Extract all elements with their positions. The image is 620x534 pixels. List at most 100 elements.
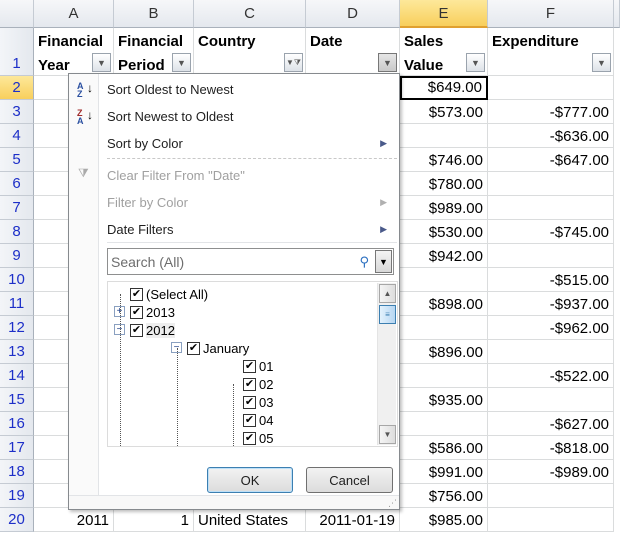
checkbox[interactable]: ✔ bbox=[243, 395, 256, 409]
cell-e5[interactable]: $746.00 bbox=[400, 148, 488, 172]
filter-dropdown-button[interactable]: ▼ bbox=[592, 53, 611, 72]
cell-e7[interactable]: $989.00 bbox=[400, 196, 488, 220]
menu-item-sort-oldest-newest[interactable]: Sort Oldest to Newest bbox=[107, 81, 234, 97]
tree-scrollbar[interactable]: ▲ ≡ ▼ bbox=[377, 283, 396, 445]
filter-dropdown-button[interactable]: ▼ bbox=[466, 53, 485, 72]
filter-dropdown-button[interactable]: ▼ bbox=[92, 53, 111, 72]
cell-f18[interactable]: -$989.00 bbox=[488, 460, 614, 484]
checkbox[interactable]: ✔ bbox=[243, 377, 256, 391]
row-header-19[interactable]: 19 bbox=[0, 484, 34, 508]
cell-f6[interactable] bbox=[488, 172, 614, 196]
search-dropdown-button[interactable]: ▼ bbox=[375, 250, 392, 273]
tree-item[interactable]: ✔ 2012 bbox=[130, 321, 175, 339]
cell-e16[interactable] bbox=[400, 412, 488, 436]
cell-f2[interactable] bbox=[488, 76, 614, 100]
column-header-d[interactable]: D bbox=[306, 0, 400, 28]
cell-a20[interactable]: 2011 bbox=[34, 508, 114, 532]
menu-item-clear-filter[interactable]: Clear Filter From "Date" bbox=[107, 167, 245, 183]
row-header-3[interactable]: 3 bbox=[0, 100, 34, 124]
cancel-button[interactable]: Cancel bbox=[306, 467, 393, 493]
cell-f11[interactable]: -$937.00 bbox=[488, 292, 614, 316]
cell-f20[interactable] bbox=[488, 508, 614, 532]
row-header-11[interactable]: 11 bbox=[0, 292, 34, 316]
cell-f5[interactable]: -$647.00 bbox=[488, 148, 614, 172]
row-header-16[interactable]: 16 bbox=[0, 412, 34, 436]
cell-f12[interactable]: -$962.00 bbox=[488, 316, 614, 340]
row-header-12[interactable]: 12 bbox=[0, 316, 34, 340]
cell-d20[interactable]: 2011-01-19 bbox=[306, 508, 400, 532]
cell-f17[interactable]: -$818.00 bbox=[488, 436, 614, 460]
cell-c20[interactable]: United States bbox=[194, 508, 306, 532]
row-header-20[interactable]: 20 bbox=[0, 508, 34, 532]
cell-e18[interactable]: $991.00 bbox=[400, 460, 488, 484]
row-header-10[interactable]: 10 bbox=[0, 268, 34, 292]
row-header-14[interactable]: 14 bbox=[0, 364, 34, 388]
menu-item-sort-by-color[interactable]: Sort by Color ▶ bbox=[107, 132, 397, 154]
checkbox[interactable]: ✔ bbox=[243, 359, 256, 373]
cell-f14[interactable]: -$522.00 bbox=[488, 364, 614, 388]
menu-item-date-filters[interactable]: Date Filters ▶ bbox=[107, 218, 397, 240]
column-header-a[interactable]: A bbox=[34, 0, 114, 28]
expand-icon[interactable]: + bbox=[114, 306, 125, 317]
scroll-up-button[interactable]: ▲ bbox=[379, 284, 396, 303]
cell-f19[interactable] bbox=[488, 484, 614, 508]
tree-item[interactable]: ✔ 04 bbox=[243, 411, 273, 429]
row-header-9[interactable]: 9 bbox=[0, 244, 34, 268]
tree-item[interactable]: ✔ January bbox=[187, 339, 249, 357]
cell-f9[interactable] bbox=[488, 244, 614, 268]
menu-item-filter-by-color[interactable]: Filter by Color ▶ bbox=[107, 191, 397, 213]
tree-item[interactable]: ✔ 05 bbox=[243, 429, 273, 446]
cell-e6[interactable]: $780.00 bbox=[400, 172, 488, 196]
cell-f10[interactable]: -$515.00 bbox=[488, 268, 614, 292]
cell-f13[interactable] bbox=[488, 340, 614, 364]
column-header-e[interactable]: E bbox=[400, 0, 488, 28]
cell-e13[interactable]: $896.00 bbox=[400, 340, 488, 364]
active-cell[interactable]: $649.00 bbox=[400, 76, 488, 100]
checkbox[interactable]: ✔ bbox=[187, 341, 200, 355]
cell-e3[interactable]: $573.00 bbox=[400, 100, 488, 124]
cell-e15[interactable]: $935.00 bbox=[400, 388, 488, 412]
checkbox[interactable]: ✔ bbox=[130, 323, 143, 337]
row-header-1[interactable]: 1 bbox=[0, 28, 34, 76]
collapse-icon[interactable]: − bbox=[171, 342, 182, 353]
scroll-thumb[interactable]: ≡ bbox=[379, 305, 396, 324]
menu-item-sort-newest-oldest[interactable]: Sort Newest to Oldest bbox=[107, 108, 234, 124]
cell-e10[interactable] bbox=[400, 268, 488, 292]
column-header-b[interactable]: B bbox=[114, 0, 194, 28]
cell-f8[interactable]: -$745.00 bbox=[488, 220, 614, 244]
tree-item[interactable]: ✔ 01 bbox=[243, 357, 273, 375]
filter-dropdown-button[interactable]: ▼ bbox=[378, 53, 397, 72]
header-cell[interactable]: Expenditure bbox=[488, 28, 614, 76]
search-input[interactable]: Search (All) ⚲ ▼ bbox=[107, 248, 394, 275]
row-header-8[interactable]: 8 bbox=[0, 220, 34, 244]
checkbox[interactable]: ✔ bbox=[243, 413, 256, 427]
select-all-corner[interactable] bbox=[0, 0, 34, 28]
filter-active-button[interactable]: ▼⧩ bbox=[284, 53, 303, 72]
resize-grip-icon[interactable]: ⋰ bbox=[388, 498, 397, 508]
row-header-13[interactable]: 13 bbox=[0, 340, 34, 364]
header-cell[interactable]: Financial Period bbox=[114, 28, 194, 76]
cell-b20[interactable]: 1 bbox=[114, 508, 194, 532]
cell-f4[interactable]: -$636.00 bbox=[488, 124, 614, 148]
cell-f7[interactable] bbox=[488, 196, 614, 220]
column-header-f[interactable]: F bbox=[488, 0, 614, 28]
header-cell[interactable]: Sales Value bbox=[400, 28, 488, 76]
tree-item[interactable]: ✔ 2013 bbox=[130, 303, 175, 321]
cell-e20[interactable]: $985.00 bbox=[400, 508, 488, 532]
row-header-2[interactable]: 2 bbox=[0, 76, 34, 100]
cell-e12[interactable] bbox=[400, 316, 488, 340]
tree-item[interactable]: ✔ 03 bbox=[243, 393, 273, 411]
cell-f16[interactable]: -$627.00 bbox=[488, 412, 614, 436]
cell-e14[interactable] bbox=[400, 364, 488, 388]
ok-button[interactable]: OK bbox=[207, 467, 293, 493]
tree-item[interactable]: ✔ 02 bbox=[243, 375, 273, 393]
cell-e19[interactable]: $756.00 bbox=[400, 484, 488, 508]
scroll-down-button[interactable]: ▼ bbox=[379, 425, 396, 444]
row-header-7[interactable]: 7 bbox=[0, 196, 34, 220]
cell-e8[interactable]: $530.00 bbox=[400, 220, 488, 244]
row-header-17[interactable]: 17 bbox=[0, 436, 34, 460]
filter-dropdown-button[interactable]: ▼ bbox=[172, 53, 191, 72]
row-header-18[interactable]: 18 bbox=[0, 460, 34, 484]
cell-e4[interactable] bbox=[400, 124, 488, 148]
row-header-4[interactable]: 4 bbox=[0, 124, 34, 148]
